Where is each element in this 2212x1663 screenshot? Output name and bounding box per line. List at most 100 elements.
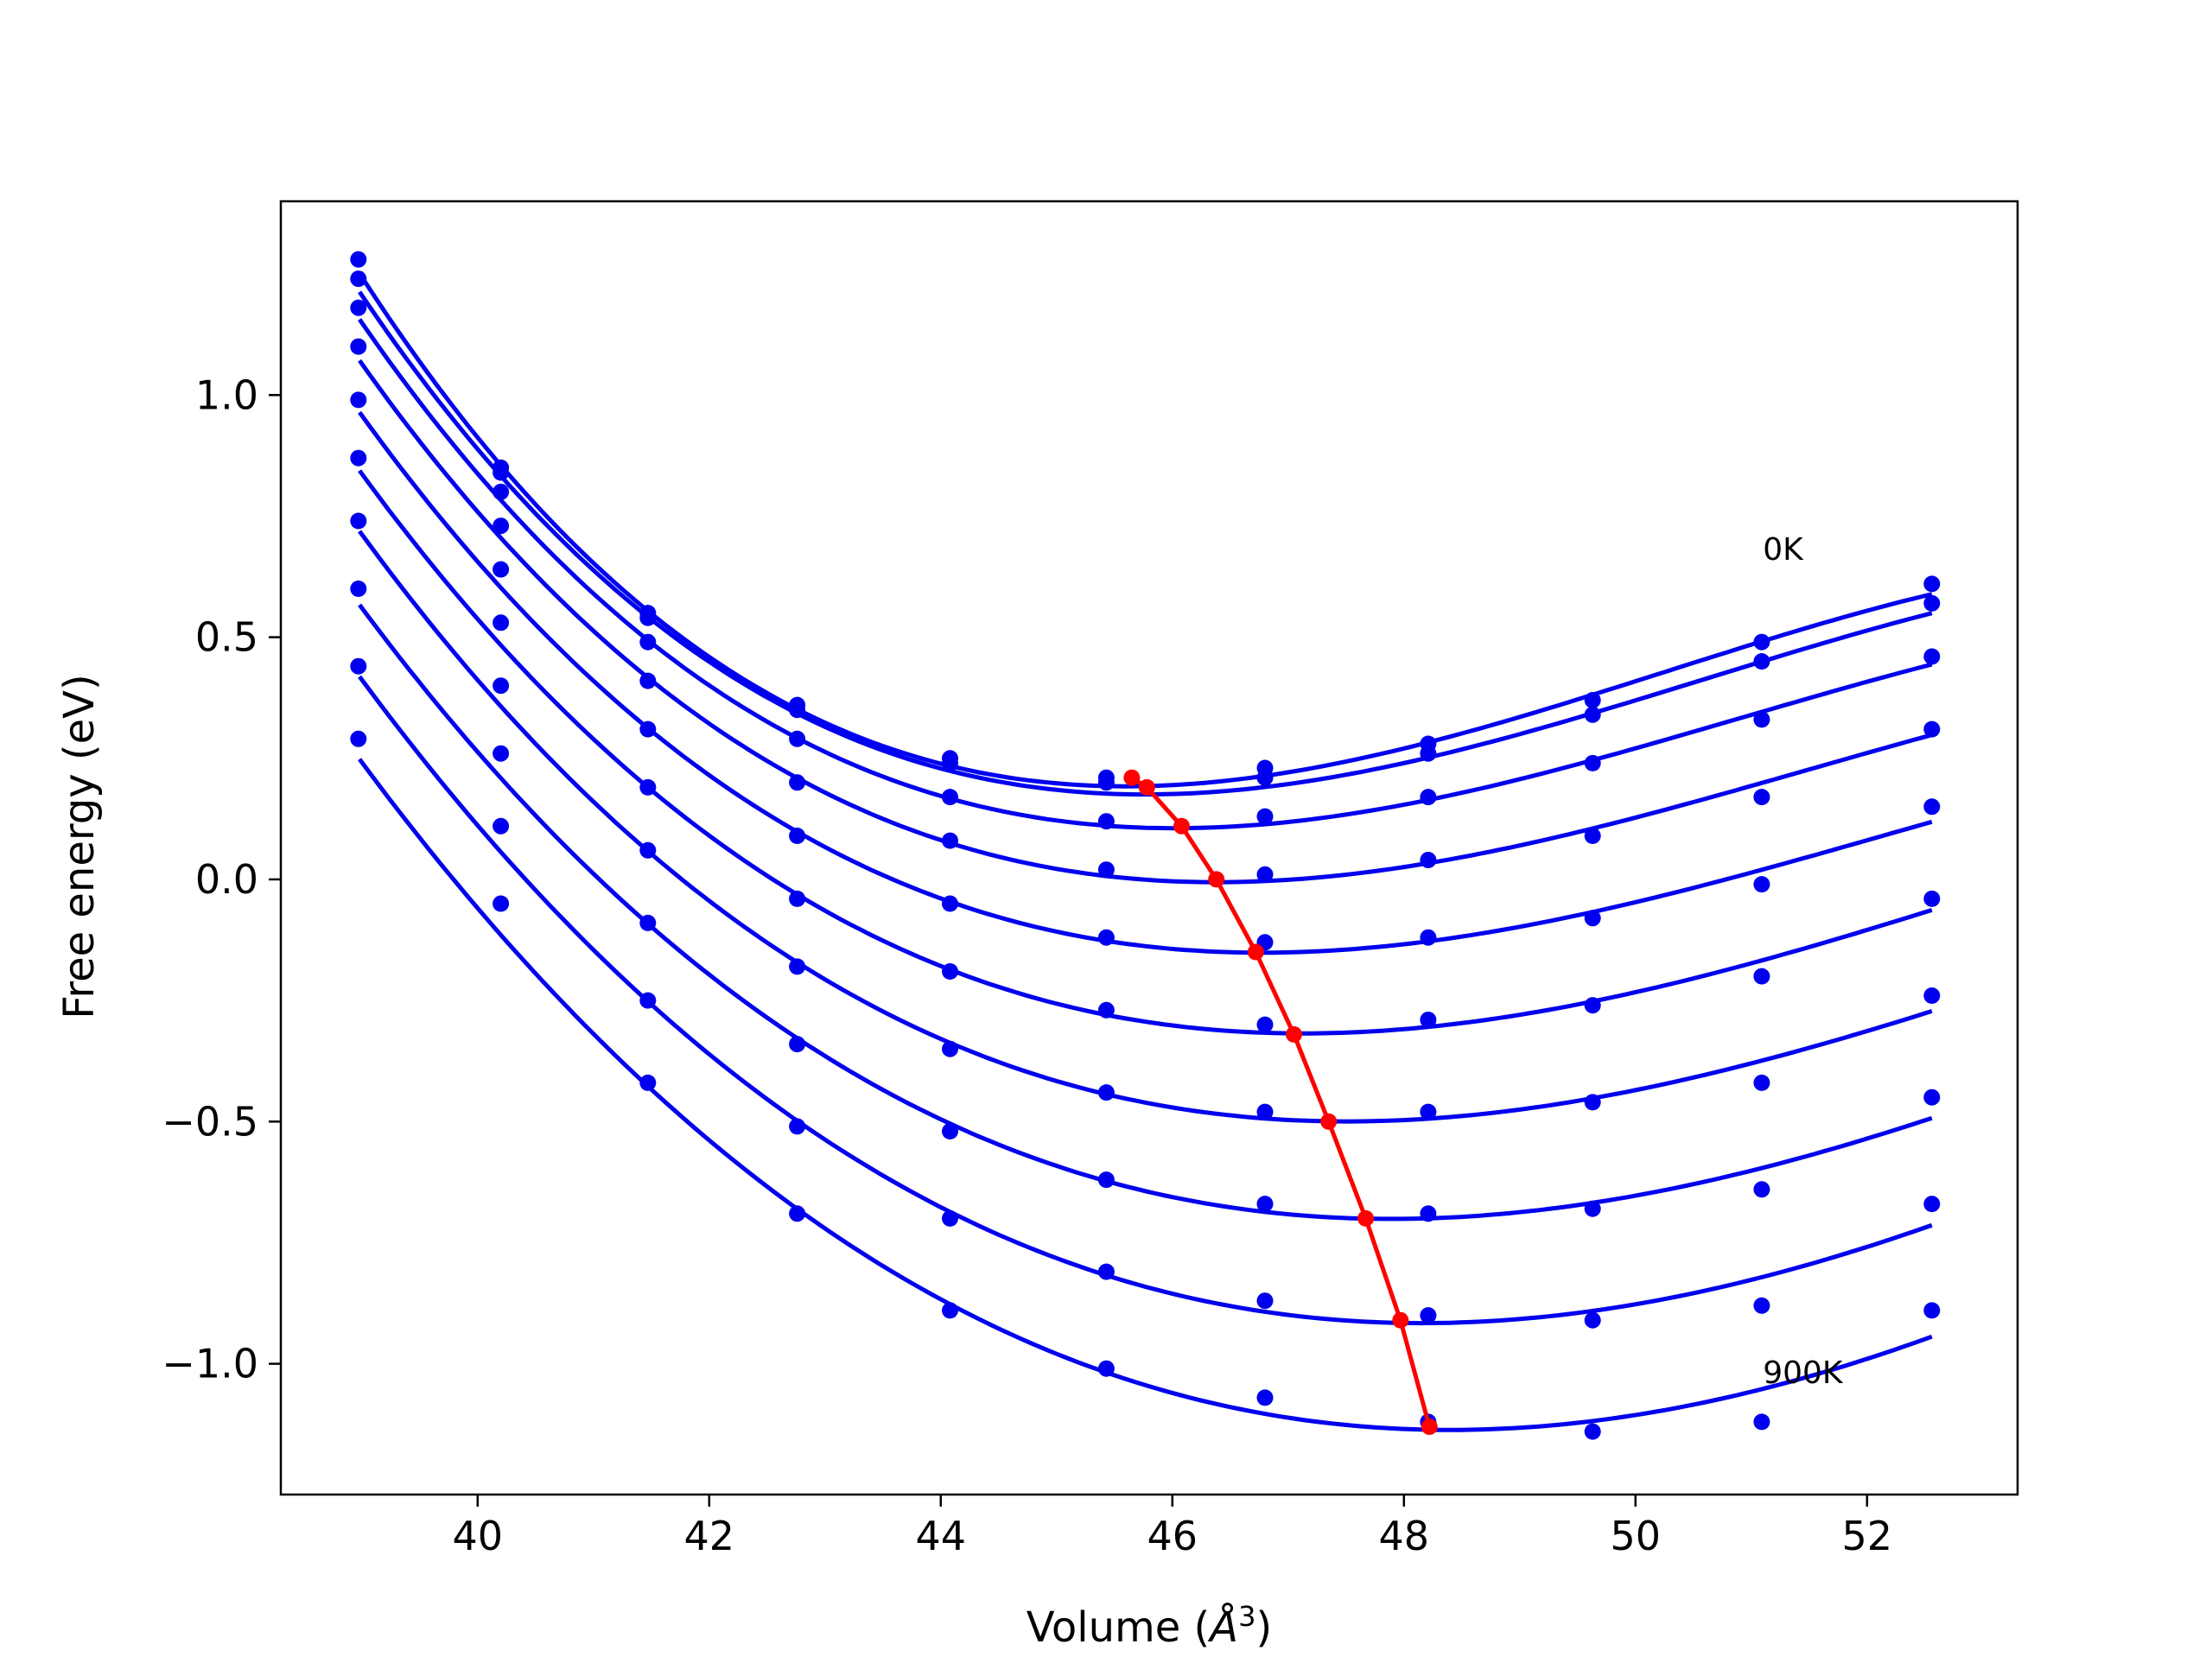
data-point: [1923, 594, 1941, 612]
data-point: [1097, 1360, 1115, 1377]
data-point: [350, 270, 367, 288]
minimum-point: [1421, 1419, 1438, 1435]
data-point: [789, 1118, 806, 1135]
data-point: [1753, 1413, 1770, 1431]
data-point: [1923, 1302, 1941, 1319]
data-point: [350, 512, 367, 530]
minimum-point: [1138, 778, 1155, 796]
data-point: [942, 754, 958, 771]
x-tick-label: 40: [453, 1513, 504, 1559]
data-point: [1097, 929, 1115, 946]
data-point: [1584, 1200, 1601, 1217]
minima-path: [1130, 776, 1432, 1428]
data-point: [1256, 769, 1274, 786]
x-tick-label: 48: [1379, 1513, 1430, 1559]
data-point: [1753, 653, 1770, 670]
data-point: [1584, 1094, 1601, 1111]
minima-line: [1123, 769, 1438, 1435]
data-point: [1923, 648, 1941, 665]
data-point: [1420, 852, 1437, 868]
data-point: [789, 1036, 806, 1053]
y-tick-label: −1.0: [162, 1341, 258, 1387]
data-point: [493, 561, 510, 578]
y-tick-label: 0.5: [195, 614, 258, 661]
curve-annotation: 0K: [1763, 532, 1804, 568]
data-point: [1923, 1089, 1941, 1106]
data-point: [789, 730, 806, 747]
data-point: [942, 789, 958, 806]
x-axis-label-text: Volume (: [1027, 1603, 1211, 1652]
data-point: [350, 251, 367, 268]
data-point: [493, 614, 510, 632]
fit-curve-2: [358, 318, 1933, 831]
data-point: [639, 841, 657, 859]
data-point: [1420, 1307, 1437, 1324]
x-axis-label: Volume (Å3): [1027, 1600, 1272, 1652]
minimum-point: [1208, 871, 1225, 888]
minimum-point: [1247, 943, 1264, 961]
data-point: [350, 730, 367, 747]
minimum-point: [1123, 769, 1141, 786]
data-point: [942, 1123, 958, 1139]
data-point: [493, 895, 510, 912]
x-axis-label-symbol: Å: [1207, 1603, 1238, 1652]
data-point: [789, 701, 806, 719]
y-axis-label: Free energy (eV): [55, 674, 104, 1019]
fit-curve-5: [358, 469, 1933, 1036]
data-point: [942, 1302, 958, 1319]
data-point: [1753, 711, 1770, 728]
data-point: [1256, 1103, 1274, 1120]
data-point: [493, 817, 510, 835]
data-point: [1420, 1103, 1437, 1120]
data-point: [1923, 798, 1941, 816]
data-point: [350, 657, 367, 675]
y-tick-label: 0.0: [195, 856, 258, 903]
data-point: [1584, 706, 1601, 723]
data-point: [1097, 774, 1115, 791]
data-point: [493, 677, 510, 695]
data-point: [1420, 789, 1437, 806]
data-point: [1923, 720, 1941, 738]
fit-curve-6: [358, 530, 1933, 1124]
x-tick-label: 50: [1611, 1513, 1662, 1559]
data-point: [942, 1209, 958, 1227]
data-point: [493, 517, 510, 535]
fit-curve-3: [358, 359, 1933, 885]
data-point: [1420, 745, 1437, 762]
data-point: [350, 299, 367, 316]
data-point: [789, 890, 806, 907]
data-point: [493, 483, 510, 500]
data-point: [1256, 1196, 1274, 1213]
y-tick-label: −0.5: [162, 1098, 258, 1145]
data-point: [639, 992, 657, 1009]
data-point: [1753, 1297, 1770, 1314]
data-point: [493, 464, 510, 481]
data-point: [789, 1205, 806, 1222]
data-point: [1753, 876, 1770, 893]
data-point: [942, 895, 958, 912]
minimum-point: [1286, 1025, 1302, 1043]
data-point: [789, 958, 806, 975]
data-point: [1584, 754, 1601, 771]
data-point: [1097, 1171, 1115, 1189]
y-tick-label: 1.0: [195, 371, 258, 418]
data-point: [1256, 1292, 1274, 1310]
data-point: [1256, 1389, 1274, 1406]
data-point: [1584, 1311, 1601, 1329]
data-point: [1923, 575, 1941, 593]
curve-annotation: 900K: [1763, 1355, 1844, 1391]
data-point: [493, 745, 510, 762]
data-point: [639, 914, 657, 931]
data-point: [1584, 1423, 1601, 1440]
data-point: [1753, 1074, 1770, 1091]
data-point: [1420, 929, 1437, 946]
data-point: [639, 633, 657, 651]
data-point: [1256, 808, 1274, 825]
data-point: [1097, 1084, 1115, 1101]
x-tick-label: 44: [916, 1513, 967, 1559]
data-point: [1097, 1001, 1115, 1019]
x-tick-label: 46: [1147, 1513, 1198, 1559]
x-tick-label: 42: [684, 1513, 735, 1559]
y-axis-ticks: 1.0 0.5 0.0 −0.5 −1.0: [162, 371, 281, 1387]
